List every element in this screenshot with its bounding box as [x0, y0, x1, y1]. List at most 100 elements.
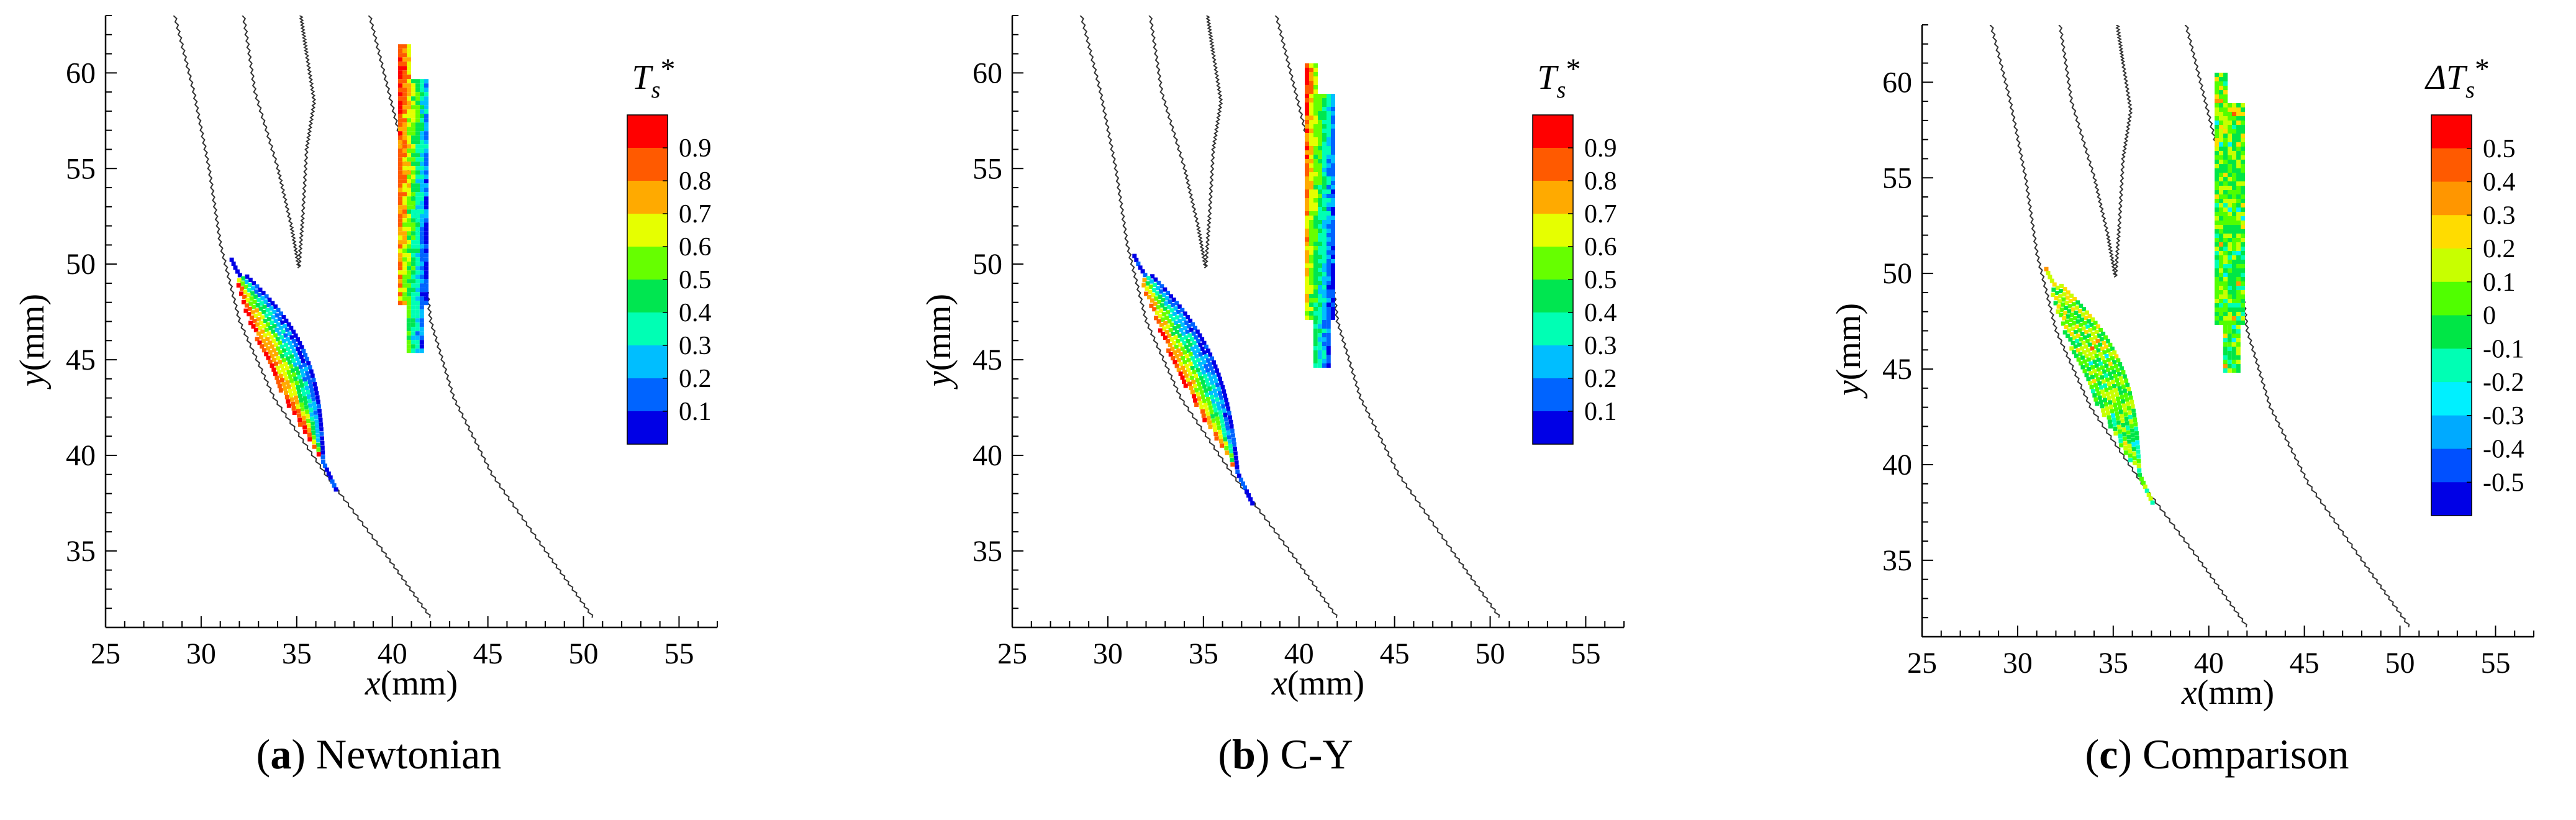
data-cell: [1309, 102, 1313, 107]
data-cell: [415, 266, 420, 271]
data-cell: [2236, 168, 2241, 173]
data-cell: [2241, 194, 2245, 199]
data-cell: [1180, 308, 1185, 312]
data-cell: [1201, 370, 1206, 375]
data-cell: [2241, 303, 2245, 308]
data-cell: [2219, 316, 2223, 321]
data-cell: [411, 88, 415, 93]
data-cell: [1318, 211, 1322, 216]
data-cell: [1169, 322, 1174, 327]
data-cell: [2130, 433, 2135, 438]
data-cell: [1235, 470, 1240, 474]
data-cell: [1322, 172, 1327, 176]
data-cell: [1313, 233, 1318, 237]
data-cell: [257, 340, 262, 345]
data-cell: [2232, 129, 2236, 134]
data-cell: [1322, 211, 1327, 216]
data-cell: [2236, 277, 2241, 281]
data-cell: [1180, 375, 1185, 380]
data-cell: [1305, 237, 1309, 242]
data-cell: [2106, 358, 2111, 363]
data-cell: [2219, 281, 2223, 286]
x-tick-label: 35: [282, 637, 312, 670]
data-cell: [1327, 246, 1331, 250]
data-cell: [259, 321, 264, 326]
data-cell: [1197, 333, 1202, 338]
data-cell: [1318, 146, 1322, 150]
data-cell: [1318, 237, 1322, 242]
data-cell: [2058, 294, 2063, 299]
data-cell: [1318, 207, 1322, 211]
data-cell: [2105, 391, 2110, 396]
colorbar-level-label: -0.5: [2483, 468, 2524, 497]
data-cell: [1305, 172, 1309, 176]
data-cell: [2069, 346, 2074, 351]
data-cell: [1163, 306, 1168, 311]
data-cell: [2118, 390, 2123, 395]
data-cell: [1179, 337, 1184, 342]
data-cell: [1177, 304, 1182, 309]
data-cell: [424, 240, 429, 245]
data-cell: [424, 88, 429, 93]
data-cell: [231, 262, 236, 266]
data-cell: [2123, 393, 2128, 398]
data-cell: [2228, 112, 2232, 116]
data-cell: [2215, 155, 2219, 160]
data-cell: [291, 358, 296, 363]
data-cell: [2136, 449, 2141, 454]
data-cell: [1331, 129, 1335, 133]
data-cell: [1331, 137, 1335, 142]
data-cell: [415, 79, 420, 84]
data-cell: [1305, 72, 1309, 76]
data-cell: [1206, 382, 1210, 387]
data-cell: [420, 235, 424, 240]
data-cell: [2219, 264, 2223, 268]
data-cell: [1313, 85, 1318, 89]
data-cell: [2113, 388, 2118, 393]
data-cell: [2108, 342, 2113, 347]
data-cell: [2086, 319, 2091, 324]
data-cell: [1211, 360, 1216, 365]
data-cell: [1154, 296, 1159, 301]
data-cell: [2232, 203, 2236, 207]
data-cell: [289, 335, 294, 340]
data-cell: [278, 373, 283, 378]
data-cell: [1331, 155, 1335, 159]
data-cell: [2099, 337, 2104, 342]
data-cell: [1327, 142, 1331, 146]
data-cell: [415, 331, 420, 336]
data-cell: [407, 283, 411, 288]
data-cell: [236, 283, 241, 288]
data-cell: [2241, 299, 2245, 303]
data-cell: [304, 386, 309, 390]
data-cell: [307, 380, 312, 385]
data-cell: [419, 335, 424, 340]
data-cell: [402, 214, 407, 219]
data-cell: [2113, 426, 2118, 431]
data-cell: [2088, 381, 2093, 385]
data-cell: [313, 410, 318, 415]
data-cell: [398, 118, 402, 123]
data-cell: [1309, 142, 1313, 146]
data-cell: [2074, 311, 2079, 316]
data-cell: [407, 253, 411, 258]
data-cell: [1331, 111, 1335, 116]
data-cell: [1205, 411, 1210, 416]
data-cell: [398, 205, 402, 210]
data-cell: [402, 209, 407, 214]
data-cell: [420, 253, 424, 258]
data-cell: [1305, 146, 1309, 150]
data-cell: [1322, 142, 1327, 146]
data-cell: [273, 342, 278, 347]
data-cell: [2215, 147, 2219, 151]
data-cell: [1158, 328, 1163, 333]
data-cell: [398, 209, 402, 214]
lower-streak-region: [2044, 266, 2155, 505]
data-cell: [1207, 420, 1212, 425]
data-cell: [398, 44, 402, 49]
data-cell: [296, 389, 301, 394]
data-cell: [1215, 416, 1220, 421]
data-cell: [2098, 371, 2103, 376]
data-cell: [1318, 129, 1322, 133]
data-cell: [1305, 263, 1309, 268]
